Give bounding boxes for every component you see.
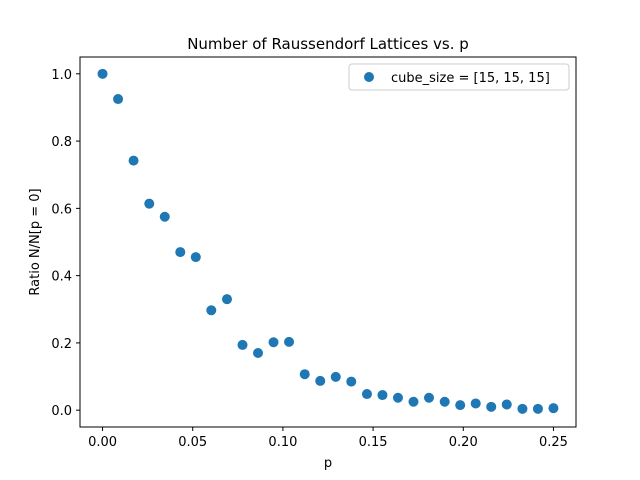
data-point (128, 155, 139, 166)
data-point (113, 94, 124, 105)
data-point (315, 375, 326, 386)
data-point (486, 401, 497, 412)
data-point (548, 403, 559, 414)
data-point (392, 392, 403, 403)
data-point (424, 392, 435, 403)
data-point (159, 211, 170, 222)
x-tick-label: 0.20 (449, 435, 478, 450)
y-axis-label: Ratio N/N[p = 0] (28, 188, 43, 295)
y-tick-label: 0.8 (51, 135, 72, 150)
data-point (284, 336, 295, 347)
legend-marker (364, 72, 374, 82)
data-point (190, 252, 201, 263)
data-point (175, 247, 186, 258)
chart-title: Number of Raussendorf Lattices vs. p (187, 35, 469, 53)
y-tick-label: 1.0 (51, 68, 72, 83)
x-tick-label: 0.10 (268, 435, 297, 450)
legend-box (348, 63, 570, 91)
y-tick-label: 0.0 (51, 404, 72, 419)
x-tick-label: 0.00 (88, 435, 117, 450)
data-point (470, 398, 481, 409)
axes-frame (79, 56, 577, 428)
data-point (361, 389, 372, 400)
y-tick-label: 0.2 (51, 337, 72, 352)
y-axis: 0.0 0.2 0.4 0.6 0.8 1.0 (51, 68, 80, 419)
data-points (97, 68, 559, 414)
x-tick-label: 0.25 (539, 435, 568, 450)
x-axis: 0.00 0.05 0.10 0.15 0.20 0.25 (88, 427, 568, 450)
data-point (97, 68, 108, 79)
data-point (517, 403, 528, 414)
y-tick-label: 0.6 (51, 202, 72, 217)
y-tick-label: 0.4 (51, 270, 72, 285)
data-point (221, 294, 232, 305)
data-point (206, 305, 217, 316)
legend: cube_size = [15, 15, 15] (348, 63, 570, 91)
data-point (377, 390, 388, 401)
plot-area: 0.00 0.05 0.10 0.15 0.20 0.25 0.0 0.2 0.4 0.6 0.8… (51, 56, 577, 450)
x-axis-label: p (324, 456, 332, 471)
data-point (268, 337, 279, 348)
x-tick-label: 0.15 (359, 435, 388, 450)
data-point (299, 369, 310, 380)
data-point (501, 399, 512, 410)
data-point (144, 198, 155, 209)
data-point (455, 400, 466, 411)
data-point (532, 403, 543, 414)
data-point (330, 371, 341, 382)
data-point (439, 396, 450, 407)
data-point (237, 339, 248, 350)
x-tick-label: 0.05 (178, 435, 207, 450)
data-point (408, 396, 419, 407)
legend-label: cube_size = [15, 15, 15] (391, 71, 550, 86)
data-point (253, 348, 264, 358)
data-point (346, 376, 357, 387)
